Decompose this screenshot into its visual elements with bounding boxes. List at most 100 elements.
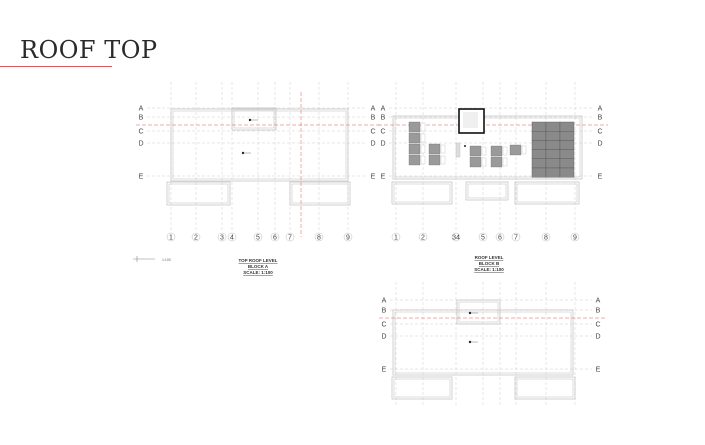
caption-block: BLOCK A	[248, 264, 269, 269]
solar-panel	[559, 140, 575, 150]
plan-block-a: A AB BC CD DE E1 2 3 4 5 6 7 8 9	[136, 82, 381, 242]
grid-row-label: A	[371, 106, 376, 113]
side-table	[420, 133, 426, 143]
side-table	[502, 146, 508, 156]
solar-panel	[545, 130, 561, 141]
sun-lounger	[408, 121, 421, 133]
caption-block-b: ROOF LEVEL BLOCK B SCALE: 1:100	[474, 255, 504, 272]
scale-bar-label: 1:100	[162, 258, 171, 262]
grid-column-label: 7	[514, 235, 518, 242]
grid-row-label: A	[596, 298, 601, 305]
wall-outline-inner	[458, 301, 499, 323]
solar-panel	[559, 149, 575, 160]
grid-row-label: C	[370, 129, 375, 136]
side-table	[420, 144, 426, 154]
grid-column-label: 5	[256, 235, 260, 242]
side-table	[481, 146, 487, 156]
wall-outline	[231, 107, 277, 131]
solar-panel	[559, 130, 575, 141]
grid-row-label: A	[381, 106, 386, 113]
grid-row-label: E	[598, 174, 603, 181]
grid-column-bubble	[511, 232, 521, 242]
side-table	[420, 122, 426, 132]
solar-panel	[531, 140, 547, 150]
grid-row-label: A	[139, 106, 144, 113]
wall-outline	[392, 115, 583, 180]
grid-column-label: 8	[544, 235, 548, 242]
grid-column-bubble	[343, 232, 353, 242]
sun-lounger	[490, 156, 503, 168]
wall-outline	[465, 181, 509, 201]
grid-column-bubble	[166, 232, 176, 242]
grid-column-label: 6	[498, 235, 502, 242]
grid-column-bubble	[314, 232, 324, 242]
grid-column-bubble	[227, 232, 237, 242]
wall-outline	[391, 181, 453, 205]
caption-scale: SCALE: 1:100	[474, 267, 504, 272]
sun-lounger	[490, 145, 503, 157]
side-table	[440, 144, 446, 154]
grid-row-label: B	[382, 308, 387, 315]
solar-panel	[531, 149, 547, 160]
grid-row-label: D	[380, 141, 385, 148]
grid-row-label: E	[382, 367, 387, 374]
wall-outline-inner	[394, 117, 581, 178]
caption-block-a: TOP ROOF LEVEL BLOCK A SCALE: 1:100	[238, 258, 277, 275]
grid-row-label: B	[596, 308, 601, 315]
plan-block-b: A AB BC CD DE E1 2 34 5 6 7 8 9	[378, 82, 608, 242]
level-marker-icon	[464, 145, 466, 147]
grid-column-label: 7	[288, 235, 292, 242]
grid-column-bubble	[570, 232, 580, 242]
wall-outline	[166, 181, 231, 206]
grid-row-label: C	[381, 322, 386, 329]
grid-column-label: 3	[220, 235, 224, 242]
grid-column-bubble	[285, 232, 295, 242]
grid-column-label: 34	[452, 235, 460, 242]
caption-block: BLOCK B	[479, 261, 500, 266]
side-table	[440, 155, 446, 165]
wall-outline-inner	[168, 183, 229, 204]
grid-column-label: 9	[346, 235, 350, 242]
grid-row-label: D	[597, 141, 602, 148]
grid-column-label: 2	[421, 235, 425, 242]
scale-bar: 1:100	[133, 256, 171, 262]
side-table	[521, 145, 527, 155]
grid-row-label: E	[371, 174, 376, 181]
grid-column-bubble	[418, 232, 428, 242]
wall-outline	[391, 376, 453, 400]
grid-row-label: B	[139, 115, 144, 122]
wall-outline-inner	[393, 378, 451, 398]
side-table	[420, 155, 426, 165]
wall-outline-inner	[233, 109, 275, 129]
sun-lounger	[428, 143, 441, 155]
solar-panel	[559, 167, 575, 178]
wall-outline-inner	[291, 183, 349, 204]
grid-row-label: D	[138, 141, 143, 148]
grid-column-label: 8	[317, 235, 321, 242]
solar-panel	[531, 158, 547, 169]
wall-outline-inner	[172, 110, 347, 180]
wall-outline-inner	[394, 311, 572, 374]
caption-title: ROOF LEVEL	[475, 255, 504, 260]
grid-row-label: C	[597, 129, 602, 136]
sun-lounger	[509, 144, 522, 156]
grid-row-label: D	[381, 334, 386, 341]
plan-block-b-top: A AB BC CD DE E	[379, 282, 606, 405]
grid-row-label: A	[598, 106, 603, 113]
grid-column-bubble	[253, 232, 263, 242]
grid-row-label: D	[370, 141, 375, 148]
wall-outline	[170, 108, 349, 182]
grid-column-bubble	[391, 232, 401, 242]
grid-column-label: 4	[230, 235, 234, 242]
grid-column-bubble	[495, 232, 505, 242]
grid-row-label: E	[139, 174, 144, 181]
solar-panel	[545, 167, 561, 178]
wall-outline-inner	[516, 183, 578, 203]
solar-panel	[531, 121, 547, 132]
sun-lounger	[408, 154, 421, 166]
wall-outline	[514, 376, 576, 400]
sun-lounger	[469, 156, 482, 168]
side-table	[481, 157, 487, 167]
grid-column-bubble	[478, 232, 488, 242]
grid-column-label: 6	[273, 235, 277, 242]
